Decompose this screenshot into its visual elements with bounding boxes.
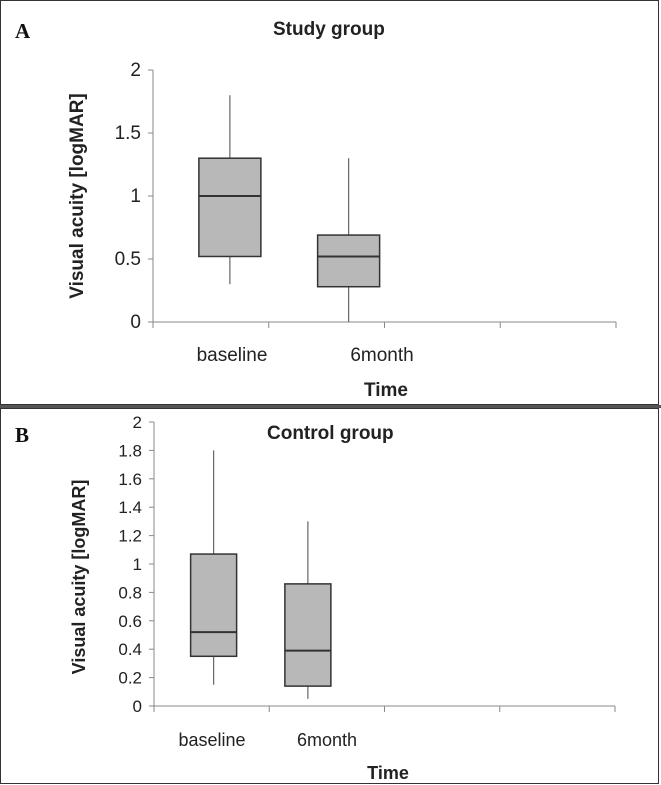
y-tick-label: 1.2 (118, 527, 142, 546)
box-6month (316, 234, 381, 288)
y-tick-label: 0.2 (118, 669, 142, 688)
x-axis-title: Time (364, 380, 408, 401)
y-tick-label: 1.4 (118, 498, 142, 517)
x-axis-title: Time (367, 763, 409, 783)
y-tick-label: 1 (130, 186, 141, 207)
panel-label-b: B (15, 423, 30, 447)
panel-label-a: A (15, 19, 31, 43)
y-tick-label: 0.8 (118, 583, 142, 602)
x-category-label: 6month (350, 345, 413, 366)
y-tick-label: 0 (133, 697, 142, 716)
chart-b-plot: 0 0.2 0.4 0.6 0.8 1 1.2 1.4 1.6 1.8 2 baseline 6mont… (69, 413, 616, 783)
y-tick-label: 0.4 (118, 640, 142, 659)
y-axis-title: Visual acuity [logMAR] (69, 480, 89, 675)
x-category-label: baseline (178, 730, 245, 750)
y-tick-label: 2 (133, 413, 142, 432)
chart-a-plot: 0 0.5 1 1.5 2 baseline 6month Visual acuity [lo… (67, 60, 617, 401)
box-baseline (198, 157, 262, 258)
x-category-label: 6month (297, 730, 357, 750)
chart-title-b: Control group (267, 423, 394, 444)
y-tick-label: 0 (130, 312, 141, 333)
x-category-label: baseline (197, 345, 268, 366)
chart-panel-a: A Study group 0 0.5 1 1.5 2 baseline 6month Vis… (0, 0, 659, 405)
y-tick-label: 2 (130, 60, 141, 81)
box-baseline (189, 553, 238, 658)
chart-title-a: Study group (273, 19, 385, 40)
y-tick-label: 1.5 (115, 123, 141, 144)
y-tick-label: 0.6 (118, 612, 142, 631)
y-tick-label: 1.8 (118, 441, 142, 460)
y-tick-label: 0.5 (115, 249, 141, 270)
panel-divider (0, 405, 661, 408)
chart-panel-b: B Control group 0 0.2 0.4 0.6 0.8 1 1.2 1.4 1.6 1… (0, 408, 659, 784)
y-tick-label: 1 (133, 555, 142, 574)
y-tick-label: 1.6 (118, 470, 142, 489)
box-6month (284, 583, 332, 687)
y-axis-title: Visual acuity [logMAR] (67, 93, 88, 299)
